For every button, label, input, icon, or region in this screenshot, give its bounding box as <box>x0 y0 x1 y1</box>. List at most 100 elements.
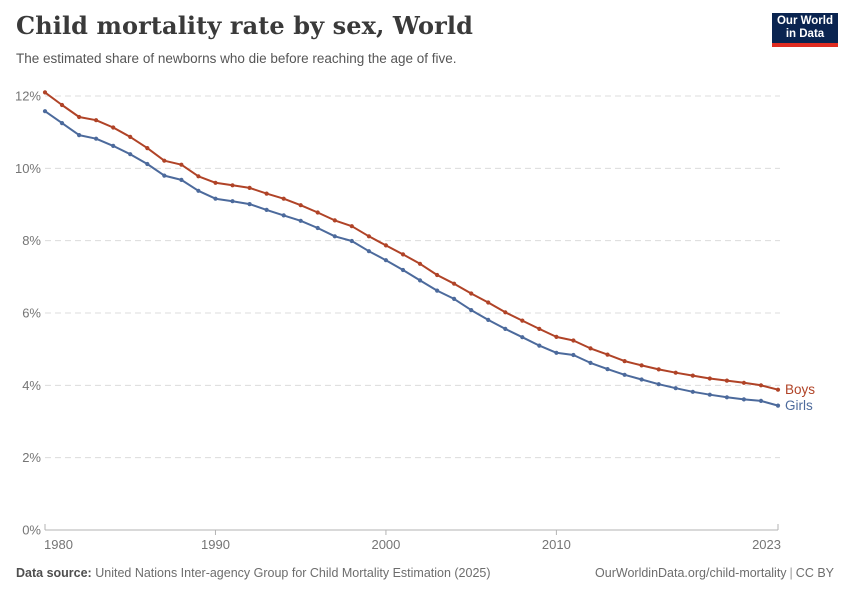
data-point[interactable] <box>59 102 65 108</box>
data-point[interactable] <box>332 234 337 239</box>
data-point[interactable] <box>42 90 48 95</box>
series-label-boys[interactable]: Boys <box>785 382 815 397</box>
data-point[interactable] <box>741 397 747 402</box>
data-point[interactable] <box>213 196 218 201</box>
data-point[interactable] <box>383 243 388 248</box>
data-point[interactable] <box>656 382 661 387</box>
data-point[interactable] <box>179 177 184 182</box>
data-point[interactable] <box>247 185 252 190</box>
data-point[interactable] <box>775 403 781 408</box>
data-point[interactable] <box>486 300 491 305</box>
data-point[interactable] <box>486 317 491 322</box>
data-point[interactable] <box>128 134 133 139</box>
data-point[interactable] <box>417 261 423 266</box>
data-point[interactable] <box>724 395 730 400</box>
data-point[interactable] <box>349 238 354 244</box>
data-point[interactable] <box>247 202 252 207</box>
data-point[interactable] <box>571 338 576 343</box>
data-point[interactable] <box>400 267 406 273</box>
series-label-girls[interactable]: Girls <box>785 398 813 413</box>
data-point[interactable] <box>145 146 150 151</box>
data-point[interactable] <box>264 207 269 212</box>
data-point[interactable] <box>400 252 406 257</box>
data-point[interactable] <box>656 367 661 372</box>
data-point[interactable] <box>179 162 184 167</box>
data-point[interactable] <box>520 335 525 340</box>
data-point[interactable] <box>503 326 508 331</box>
x-tick-label: 2023 <box>752 537 781 552</box>
data-point[interactable] <box>435 288 440 293</box>
owid-logo[interactable]: Our World in Data <box>772 13 838 47</box>
data-point[interactable] <box>281 196 286 201</box>
data-point[interactable] <box>349 224 354 229</box>
data-point[interactable] <box>298 218 303 223</box>
data-point[interactable] <box>469 291 474 296</box>
data-point[interactable] <box>605 367 610 372</box>
data-point[interactable] <box>298 203 303 208</box>
data-point[interactable] <box>537 326 542 331</box>
data-point[interactable] <box>707 392 712 397</box>
data-point[interactable] <box>230 199 235 204</box>
data-point[interactable] <box>690 373 695 378</box>
data-point[interactable] <box>758 398 764 403</box>
data-point[interactable] <box>588 360 593 365</box>
data-point[interactable] <box>417 278 423 283</box>
data-point[interactable] <box>77 133 82 138</box>
data-point[interactable] <box>554 334 559 339</box>
data-point[interactable] <box>162 173 167 178</box>
data-point[interactable] <box>639 363 644 368</box>
data-point[interactable] <box>111 125 116 130</box>
data-point[interactable] <box>588 346 593 351</box>
data-point[interactable] <box>281 213 286 218</box>
data-point[interactable] <box>775 387 781 392</box>
data-point[interactable] <box>264 191 269 196</box>
data-point[interactable] <box>554 350 559 355</box>
data-point[interactable] <box>690 389 695 394</box>
data-point[interactable] <box>111 143 116 148</box>
series-line-boys[interactable] <box>44 91 779 391</box>
data-point[interactable] <box>213 180 218 185</box>
data-point[interactable] <box>452 296 457 301</box>
series-line-girls[interactable] <box>44 110 779 407</box>
data-point[interactable] <box>622 359 627 364</box>
data-point[interactable] <box>128 152 133 157</box>
data-point[interactable] <box>503 310 508 315</box>
data-point[interactable] <box>469 308 474 313</box>
data-point[interactable] <box>315 210 320 215</box>
data-point[interactable] <box>383 258 388 263</box>
data-point[interactable] <box>520 318 525 323</box>
data-point[interactable] <box>639 377 644 382</box>
owid-link[interactable]: OurWorldinData.org/child-mortality <box>595 566 787 580</box>
data-point[interactable] <box>332 218 337 223</box>
data-point[interactable] <box>741 380 747 385</box>
data-point[interactable] <box>196 188 201 193</box>
data-point[interactable] <box>537 343 542 348</box>
x-tick-label: 2000 <box>371 537 400 552</box>
data-point[interactable] <box>94 136 99 141</box>
data-point[interactable] <box>724 378 730 383</box>
data-point[interactable] <box>59 121 65 126</box>
data-point[interactable] <box>758 383 764 388</box>
data-point[interactable] <box>77 114 82 120</box>
data-point[interactable] <box>605 352 610 357</box>
data-point[interactable] <box>673 370 678 375</box>
data-point[interactable] <box>435 272 440 278</box>
data-point[interactable] <box>162 158 167 163</box>
data-point[interactable] <box>366 249 371 254</box>
data-point[interactable] <box>42 109 48 114</box>
data-point[interactable] <box>707 376 712 381</box>
data-point[interactable] <box>452 281 457 286</box>
license-label[interactable]: CC BY <box>795 566 834 580</box>
data-point[interactable] <box>315 225 320 231</box>
data-point[interactable] <box>366 234 371 239</box>
data-point[interactable] <box>571 352 576 358</box>
data-point[interactable] <box>230 183 235 188</box>
data-point[interactable] <box>145 161 150 167</box>
data-point[interactable] <box>622 372 627 377</box>
data-point[interactable] <box>673 386 678 391</box>
series-girls[interactable]: Girls <box>42 109 813 413</box>
data-point[interactable] <box>196 174 201 179</box>
data-point[interactable] <box>94 118 99 123</box>
series-boys[interactable]: Boys <box>42 90 815 397</box>
